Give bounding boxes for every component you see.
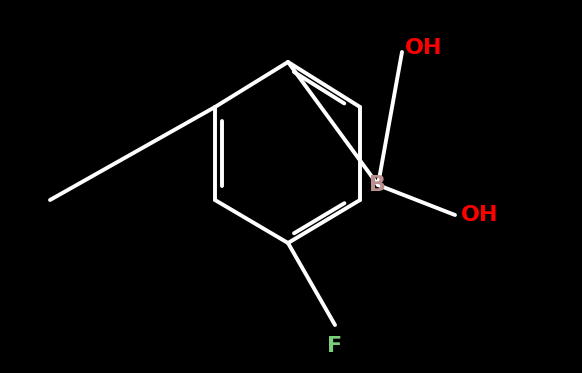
Text: OH: OH bbox=[461, 205, 498, 225]
Text: F: F bbox=[328, 336, 343, 356]
Text: B: B bbox=[370, 175, 386, 195]
Text: OH: OH bbox=[405, 38, 442, 58]
